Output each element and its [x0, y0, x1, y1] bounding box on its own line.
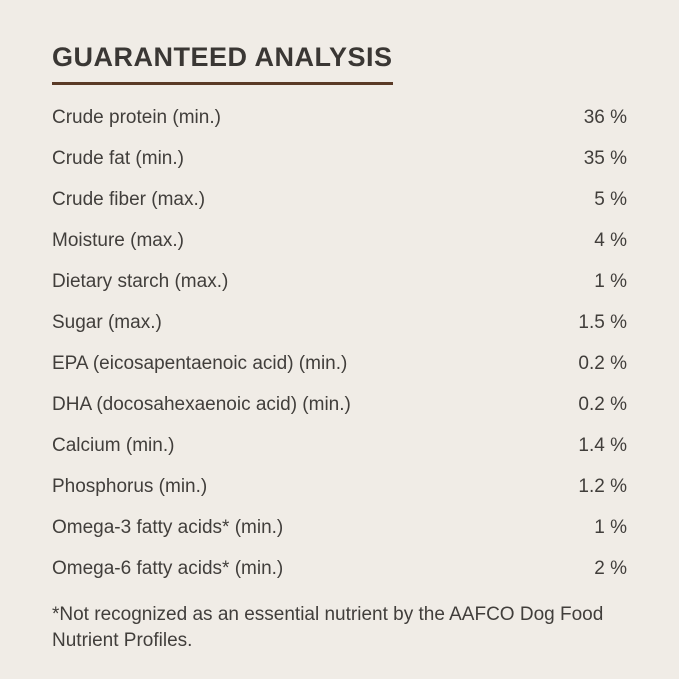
guaranteed-analysis-panel: GUARANTEED ANALYSIS Crude protein (min.)…	[52, 42, 627, 652]
table-row: Moisture (max.) 4 %	[52, 220, 627, 261]
nutrient-label: Omega-6 fatty acids* (min.)	[52, 557, 284, 579]
nutrient-value: 1.2 %	[578, 475, 627, 497]
table-row: Phosphorus (min.) 1.2 %	[52, 466, 627, 507]
table-row: DHA (docosahexaenoic acid) (min.) 0.2 %	[52, 384, 627, 425]
nutrient-value: 1 %	[594, 270, 627, 292]
nutrient-value: 1.4 %	[578, 434, 627, 456]
nutrient-value: 0.2 %	[578, 352, 627, 374]
nutrient-label: Crude protein (min.)	[52, 106, 221, 128]
nutrient-value: 4 %	[594, 229, 627, 251]
table-row: Calcium (min.) 1.4 %	[52, 425, 627, 466]
nutrient-table: Crude protein (min.) 36 % Crude fat (min…	[52, 97, 627, 589]
table-row: Crude fiber (max.) 5 %	[52, 179, 627, 220]
nutrient-label: Omega-3 fatty acids* (min.)	[52, 516, 284, 538]
table-row: Omega-3 fatty acids* (min.) 1 %	[52, 507, 627, 548]
table-row: EPA (eicosapentaenoic acid) (min.) 0.2 %	[52, 343, 627, 384]
nutrient-label: Calcium (min.)	[52, 434, 175, 456]
nutrient-label: Crude fat (min.)	[52, 147, 184, 169]
nutrient-label: EPA (eicosapentaenoic acid) (min.)	[52, 352, 348, 374]
table-row: Crude protein (min.) 36 %	[52, 97, 627, 138]
table-row: Crude fat (min.) 35 %	[52, 138, 627, 179]
table-row: Omega-6 fatty acids* (min.) 2 %	[52, 548, 627, 589]
nutrient-label: Sugar (max.)	[52, 311, 162, 333]
nutrient-label: Crude fiber (max.)	[52, 188, 206, 210]
nutrient-value: 5 %	[594, 188, 627, 210]
nutrient-label: Phosphorus (min.)	[52, 475, 208, 497]
table-row: Dietary starch (max.) 1 %	[52, 261, 627, 302]
nutrient-value: 1.5 %	[578, 311, 627, 333]
nutrient-value: 36 %	[583, 106, 627, 128]
table-row: Sugar (max.) 1.5 %	[52, 302, 627, 343]
aafco-footnote: *Not recognized as an essential nutrient…	[52, 604, 604, 652]
nutrient-value: 0.2 %	[578, 393, 627, 415]
page-title: GUARANTEED ANALYSIS	[52, 42, 393, 85]
nutrient-value: 2 %	[594, 557, 627, 579]
nutrient-label: Moisture (max.)	[52, 229, 184, 251]
nutrient-value: 35 %	[583, 147, 627, 169]
nutrient-label: Dietary starch (max.)	[52, 270, 229, 292]
nutrient-label: DHA (docosahexaenoic acid) (min.)	[52, 393, 351, 415]
nutrient-value: 1 %	[594, 516, 627, 538]
